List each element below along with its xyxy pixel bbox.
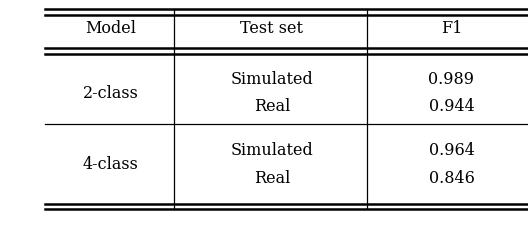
Text: Simulated: Simulated [231, 71, 313, 87]
Text: 0.846: 0.846 [429, 169, 474, 186]
Text: 0.944: 0.944 [429, 98, 474, 115]
Text: 0.989: 0.989 [428, 71, 475, 87]
Text: 2-class: 2-class [83, 84, 139, 101]
Text: Test set: Test set [240, 20, 304, 37]
Text: Model: Model [86, 20, 136, 37]
Text: 0.964: 0.964 [429, 142, 474, 158]
Text: Simulated: Simulated [231, 142, 313, 158]
Text: 4-class: 4-class [83, 155, 139, 172]
Text: Real: Real [254, 98, 290, 115]
Text: F1: F1 [441, 20, 462, 37]
Text: Real: Real [254, 169, 290, 186]
